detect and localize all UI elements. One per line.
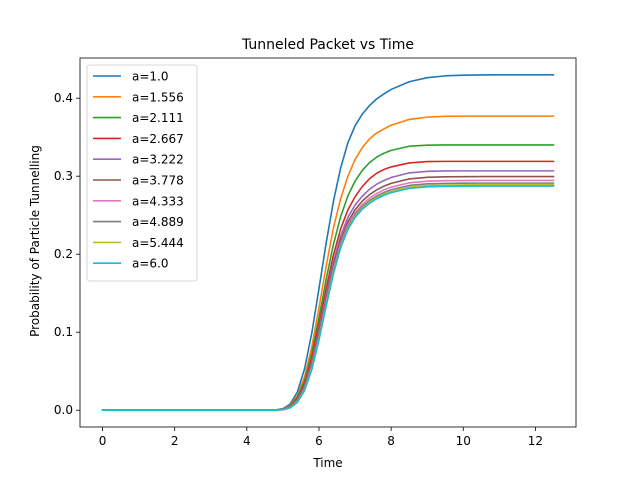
legend-label-7: a=4.333 [132, 194, 184, 208]
series-lines [101, 73, 555, 412]
x-tick-label: 0 [99, 434, 107, 448]
legend-label-10: a=6.0 [132, 257, 169, 271]
legend-label-4: a=2.667 [132, 132, 184, 146]
legend-label-9: a=5.444 [132, 236, 184, 250]
legend-label-6: a=3.778 [132, 174, 184, 188]
axes-frame [79, 57, 577, 428]
y-tick-label: 0.3 [54, 169, 73, 183]
x-axis-label: Time [312, 456, 342, 470]
y-tick-label: 0.2 [54, 247, 73, 261]
plot-area: 0 2 4 6 8 10 12 0.0 0.1 0.2 0.3 0.4 a=1.0 a=1.556 a=2.… [54, 57, 577, 448]
legend-label-2: a=1.556 [132, 90, 184, 104]
y-tick-label: 0.4 [54, 91, 73, 105]
x-tick-label: 12 [528, 434, 543, 448]
y-tick-label: 0.0 [54, 403, 73, 417]
y-axis-label: Probability of Particle Tunnelling [28, 145, 42, 337]
legend-label-3: a=2.111 [132, 111, 184, 125]
x-tick-label: 10 [456, 434, 471, 448]
chart-title: Tunneled Packet vs Time [241, 37, 414, 53]
legend-label-1: a=1.0 [132, 70, 169, 84]
x-tick-label: 6 [315, 434, 323, 448]
x-tick-label: 8 [387, 434, 395, 448]
x-tick-label: 2 [171, 434, 179, 448]
y-tick-label: 0.1 [54, 325, 73, 339]
legend-label-8: a=4.889 [132, 215, 184, 229]
series-line-10 [101, 185, 555, 412]
x-tick-label: 4 [243, 434, 251, 448]
legend: a=1.0 a=1.556 a=2.111 a=2.667 a=3.222 a=3.778… [86, 64, 198, 282]
legend-label-5: a=3.222 [132, 153, 184, 167]
legend-box [86, 64, 198, 282]
